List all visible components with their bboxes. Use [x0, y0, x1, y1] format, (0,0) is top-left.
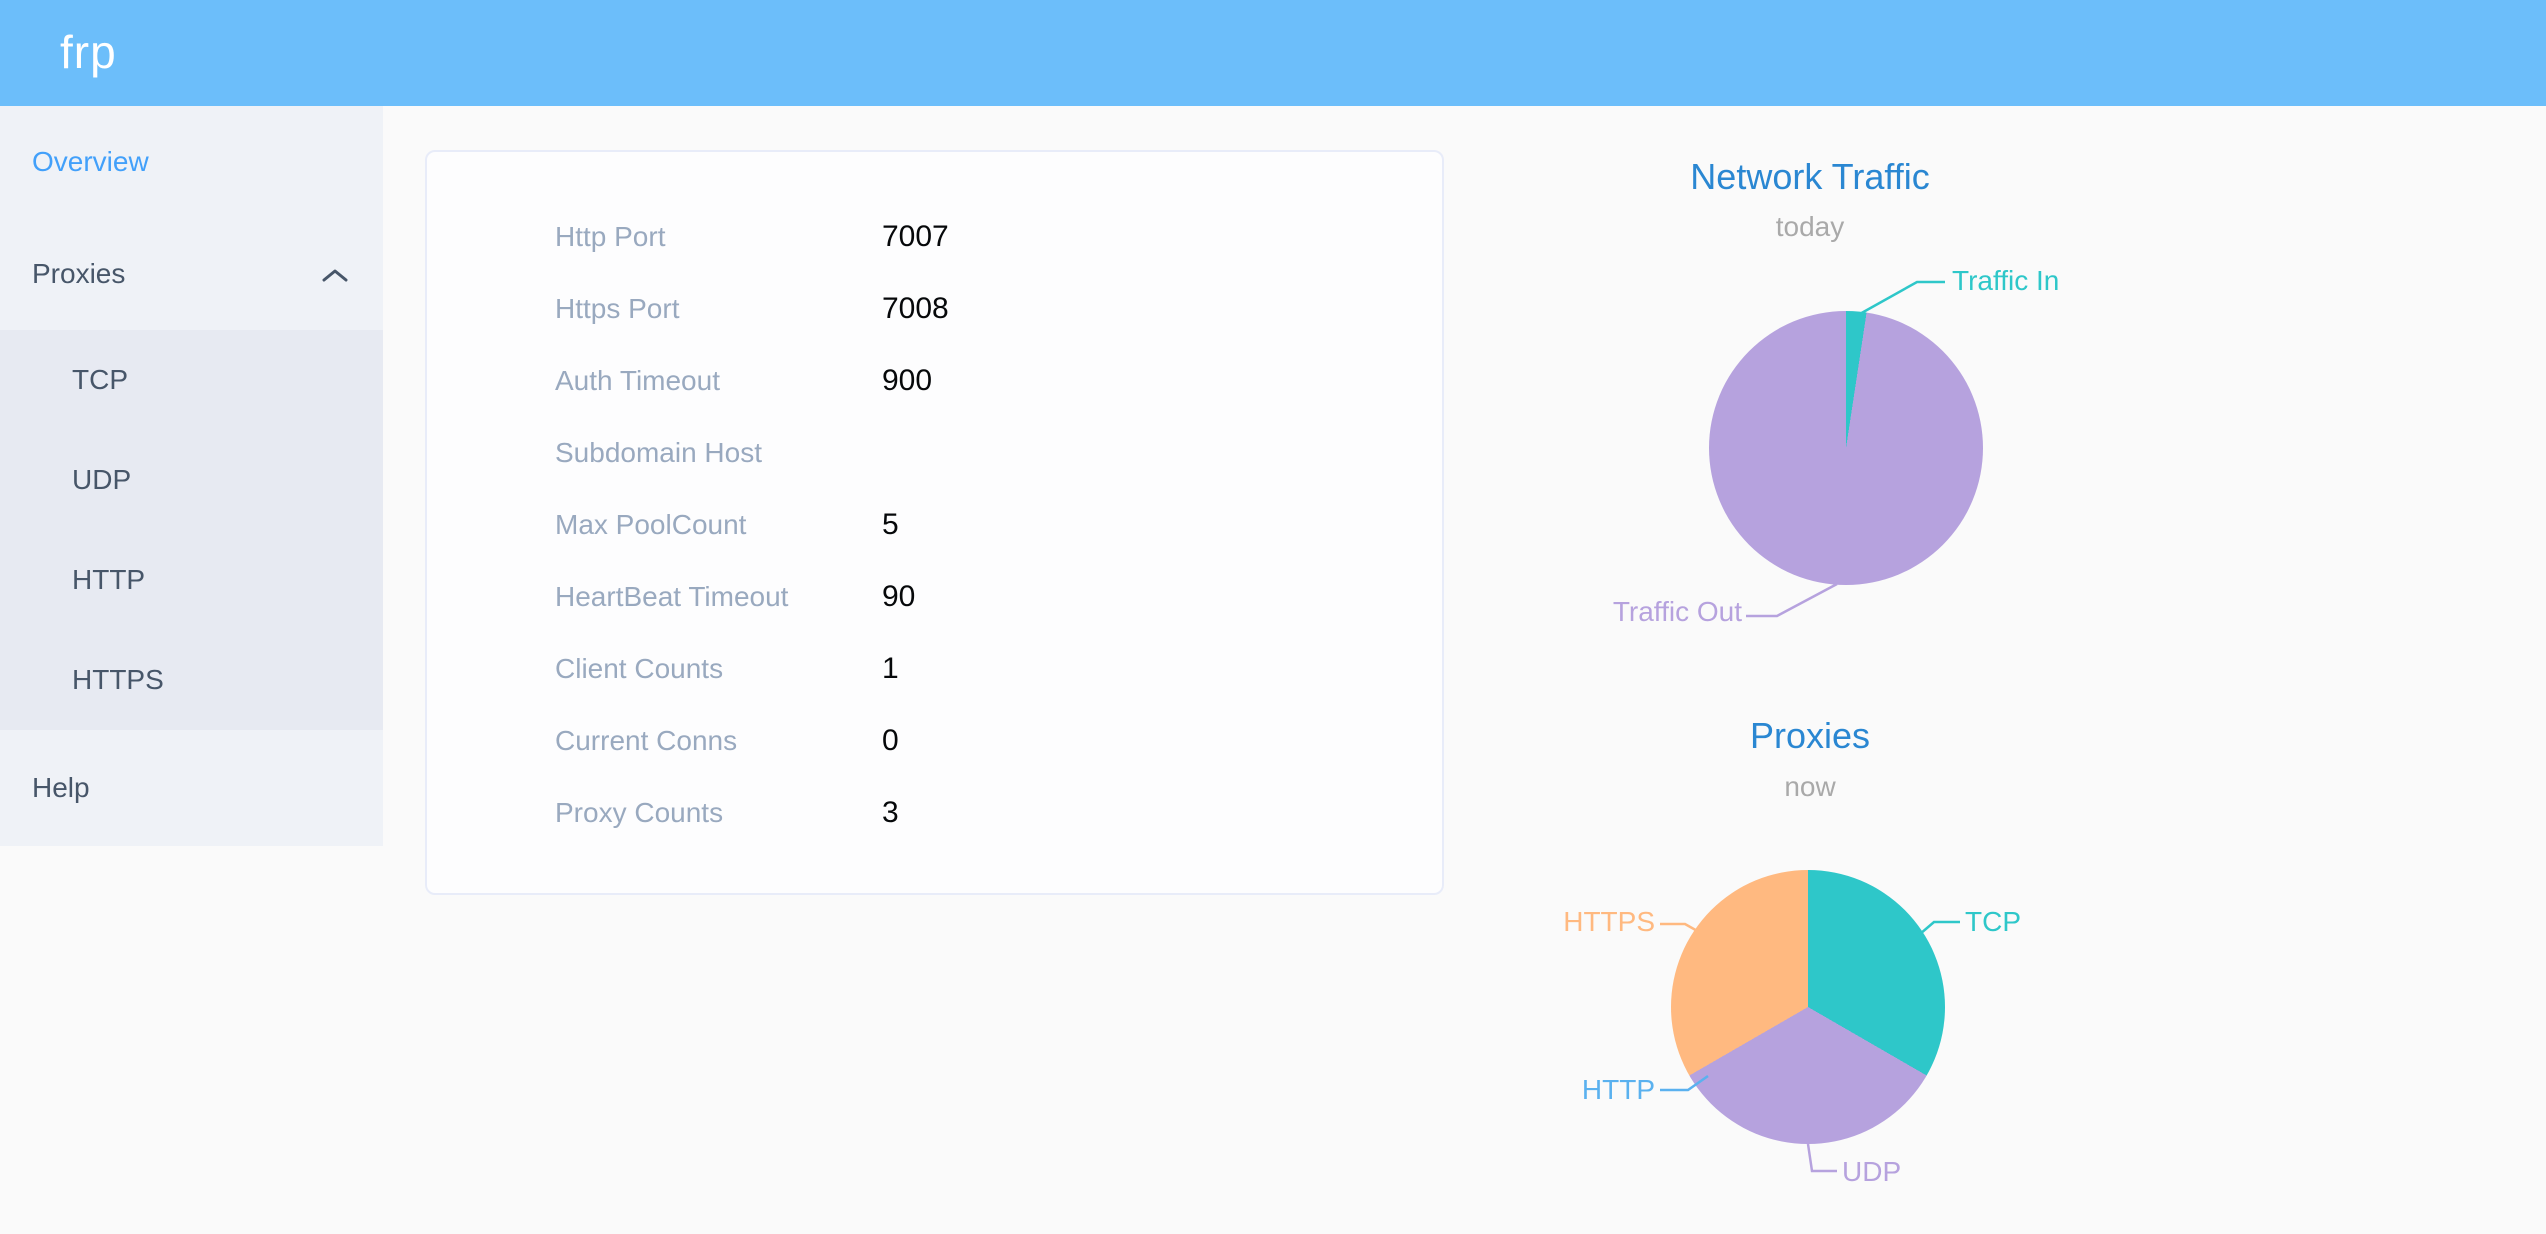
info-value: 3 [882, 796, 899, 829]
info-row-current-conns: Current Conns 0 [427, 705, 1442, 777]
header-bar: frp [0, 0, 2546, 106]
info-value: 5 [882, 508, 899, 541]
info-value: 90 [882, 580, 916, 613]
pie-label-http: HTTP [1581, 1074, 1655, 1105]
info-value: 0 [882, 724, 899, 757]
info-label: Subdomain Host [555, 437, 763, 468]
traffic-out-leader-line [1746, 582, 1838, 618]
pie-label-traffic-out: Traffic Out [1612, 596, 1742, 627]
info-row-max-poolcount: Max PoolCount 5 [427, 489, 1442, 561]
chevron-up-icon [322, 269, 348, 282]
info-row-proxy-counts: Proxy Counts 3 [427, 777, 1442, 849]
frp-logo[interactable]: frp [60, 26, 117, 78]
sidebar-item-proxies[interactable]: Proxies [0, 218, 383, 330]
info-value: 1 [882, 652, 899, 685]
udp-leader-line [1806, 1143, 1837, 1173]
sidebar-submenu-proxies: TCP UDP HTTP HTTPS [0, 330, 383, 730]
sidebar-item-help[interactable]: Help [0, 730, 383, 846]
info-value: 7007 [882, 220, 949, 253]
info-row-https-port: Https Port 7008 [427, 273, 1442, 345]
info-value: 7008 [882, 292, 949, 325]
network-traffic-pie-chart[interactable] [1709, 311, 1983, 585]
sidebar-item-https[interactable]: HTTPS [0, 630, 383, 730]
info-value: 900 [882, 364, 933, 397]
pie-label-udp: UDP [1842, 1156, 1902, 1187]
traffic-in-leader-line [1857, 280, 1945, 317]
info-row-client-counts: Client Counts 1 [427, 633, 1442, 705]
sidebar-item-udp-label: UDP [72, 464, 132, 495]
proxies-pie-chart[interactable] [1671, 870, 1945, 1144]
pie-label-tcp: TCP [1965, 906, 2021, 937]
info-label: Https Port [555, 293, 680, 324]
sidebar-item-proxies-label: Proxies [32, 258, 126, 289]
pie-label-https: HTTPS [1563, 906, 1655, 937]
sidebar-item-https-label: HTTPS [72, 664, 164, 695]
network-traffic-chart-title: Network Traffic [1690, 156, 1930, 197]
info-label: Current Conns [555, 725, 738, 756]
sidebar-item-tcp-label: TCP [72, 364, 128, 395]
info-label: Max PoolCount [555, 509, 747, 540]
info-row-http-port: Http Port 7007 [427, 201, 1442, 273]
info-label: Client Counts [555, 653, 724, 684]
info-label: Proxy Counts [555, 797, 724, 828]
sidebar-item-help-label: Help [32, 772, 90, 803]
info-row-heartbeat-timeout: HeartBeat Timeout 90 [427, 561, 1442, 633]
sidebar-item-http[interactable]: HTTP [0, 530, 383, 630]
sidebar: Overview Proxies TCP UDP HTTP HTTPS Help [0, 106, 383, 846]
info-row-subdomain-host: Subdomain Host [427, 417, 1442, 489]
sidebar-item-udp[interactable]: UDP [0, 430, 383, 530]
server-info-card: Http Port 7007 Https Port 7008 Auth Time… [425, 150, 1444, 895]
sidebar-item-overview-label: Overview [32, 146, 149, 177]
info-label: Http Port [555, 221, 666, 252]
proxies-chart-title: Proxies [1749, 715, 1871, 756]
pie-label-traffic-in: Traffic In [1952, 265, 2060, 296]
sidebar-item-http-label: HTTP [72, 564, 146, 595]
info-row-auth-timeout: Auth Timeout 900 [427, 345, 1442, 417]
sidebar-item-overview[interactable]: Overview [0, 106, 383, 218]
proxies-chart-subtitle: now [1784, 771, 1836, 802]
network-traffic-chart-subtitle: today [1775, 211, 1845, 242]
info-label: Auth Timeout [555, 365, 720, 396]
sidebar-item-tcp[interactable]: TCP [0, 330, 383, 430]
info-label: HeartBeat Timeout [555, 581, 789, 612]
